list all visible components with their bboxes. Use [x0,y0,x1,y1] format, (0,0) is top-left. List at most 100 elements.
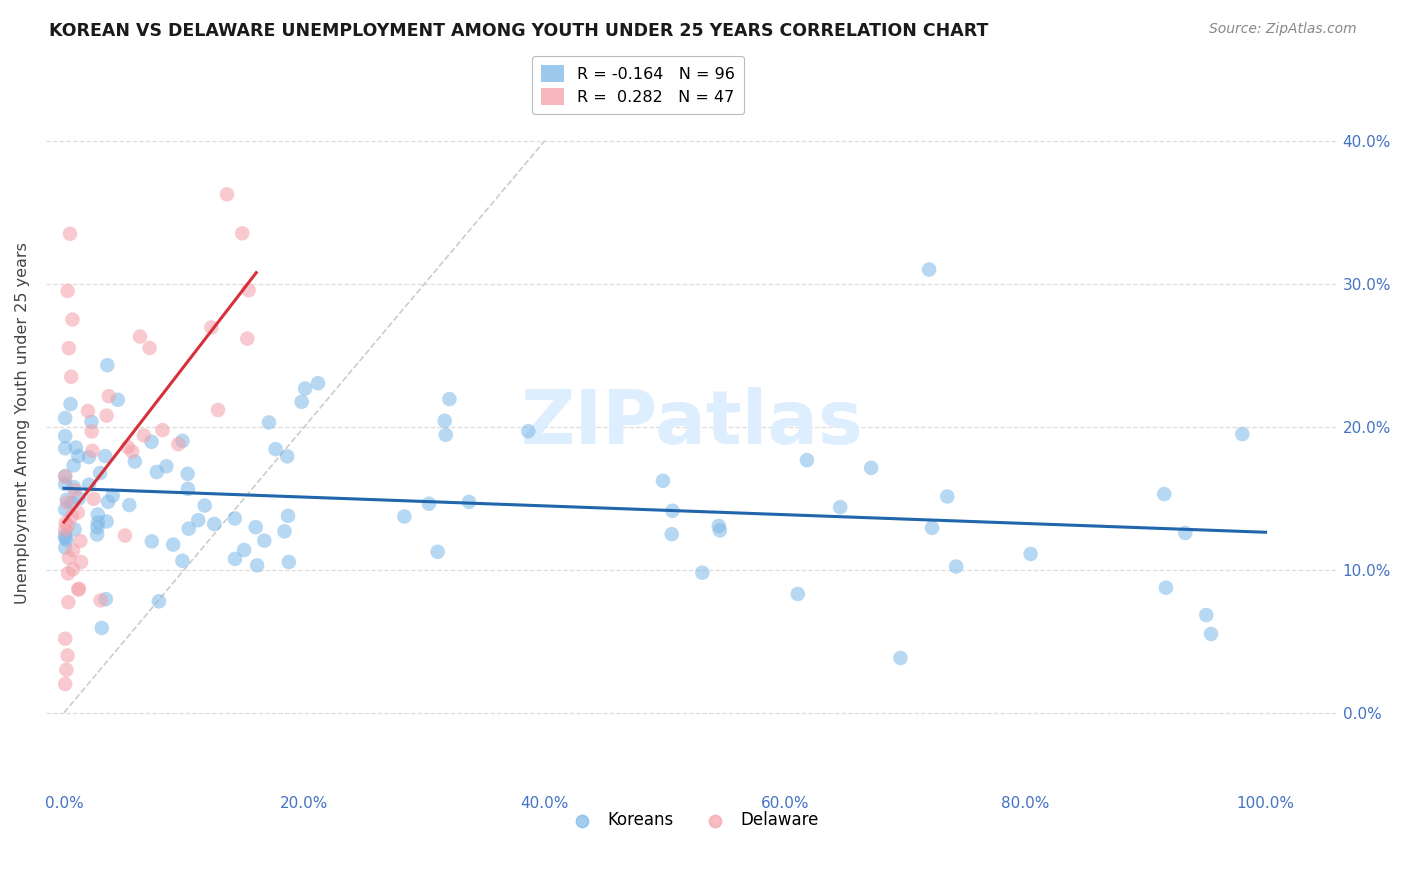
Point [86,520,108,534]
Point [433,414,456,428]
Point [86,527,108,541]
Point [152,423,174,437]
Point [1232,427,1254,442]
Point [124,454,146,468]
Point [96,515,118,529]
Point [945,559,967,574]
Point [53,528,76,542]
Point [69,534,91,549]
Point [652,474,675,488]
Point [89,466,111,480]
Point [172,434,194,448]
Point [517,424,540,438]
Point [77,477,100,491]
Point [276,450,298,464]
Point [418,497,440,511]
Point [94,592,117,607]
Point [53,523,76,537]
Point [53,632,76,646]
Point [224,511,246,525]
Point [121,444,143,458]
Point [257,416,280,430]
Point [132,428,155,442]
Point [60,369,83,384]
Point [101,489,124,503]
Point [245,520,267,534]
Point [294,382,316,396]
Point [63,483,86,497]
Point [58,341,80,355]
Point [1174,525,1197,540]
Point [661,527,683,541]
Point [63,523,86,537]
Point [56,518,79,533]
Point [87,508,110,522]
Point [53,469,76,483]
Point [53,502,76,516]
Legend: Koreans, Delaware: Koreans, Delaware [558,805,825,836]
Point [141,434,163,449]
Point [53,429,76,443]
Point [796,453,818,467]
Point [246,558,269,573]
Point [231,227,253,241]
Point [277,508,299,523]
Point [162,538,184,552]
Point [62,562,84,576]
Point [96,358,118,372]
Point [55,516,77,530]
Point [224,552,246,566]
Point [273,524,295,539]
Point [55,492,77,507]
Point [236,332,259,346]
Point [177,482,200,496]
Point [62,480,84,494]
Point [53,477,76,491]
Point [146,465,169,479]
Text: KOREAN VS DELAWARE UNEMPLOYMENT AMONG YOUTH UNDER 25 YEARS CORRELATION CHART: KOREAN VS DELAWARE UNEMPLOYMENT AMONG YO… [49,22,988,40]
Point [56,495,79,509]
Point [709,524,731,538]
Point [148,594,170,608]
Point [458,495,481,509]
Point [67,449,90,463]
Point [661,504,683,518]
Y-axis label: Unemployment Among Youth under 25 years: Unemployment Among Youth under 25 years [15,243,30,604]
Point [200,320,222,334]
Point [53,541,76,555]
Point [59,227,82,241]
Point [66,505,89,519]
Point [58,595,80,609]
Point [90,621,112,635]
Point [117,440,139,454]
Point [434,427,457,442]
Point [141,534,163,549]
Point [692,566,714,580]
Point [786,587,808,601]
Point [889,651,911,665]
Point [936,490,959,504]
Point [1153,487,1175,501]
Point [77,404,100,418]
Point [62,458,84,473]
Point [96,409,118,423]
Point [53,411,76,425]
Point [207,403,229,417]
Text: Source: ZipAtlas.com: Source: ZipAtlas.com [1209,22,1357,37]
Point [129,329,152,343]
Point [155,459,177,474]
Point [307,376,329,391]
Point [60,312,83,326]
Point [194,499,217,513]
Point [707,519,730,533]
Point [918,262,941,277]
Point [58,550,80,565]
Point [394,509,416,524]
Point [860,461,883,475]
Text: ZIPatlas: ZIPatlas [520,387,863,459]
Point [53,442,76,456]
Point [97,495,120,509]
Point [82,443,104,458]
Point [80,415,103,429]
Point [187,513,209,527]
